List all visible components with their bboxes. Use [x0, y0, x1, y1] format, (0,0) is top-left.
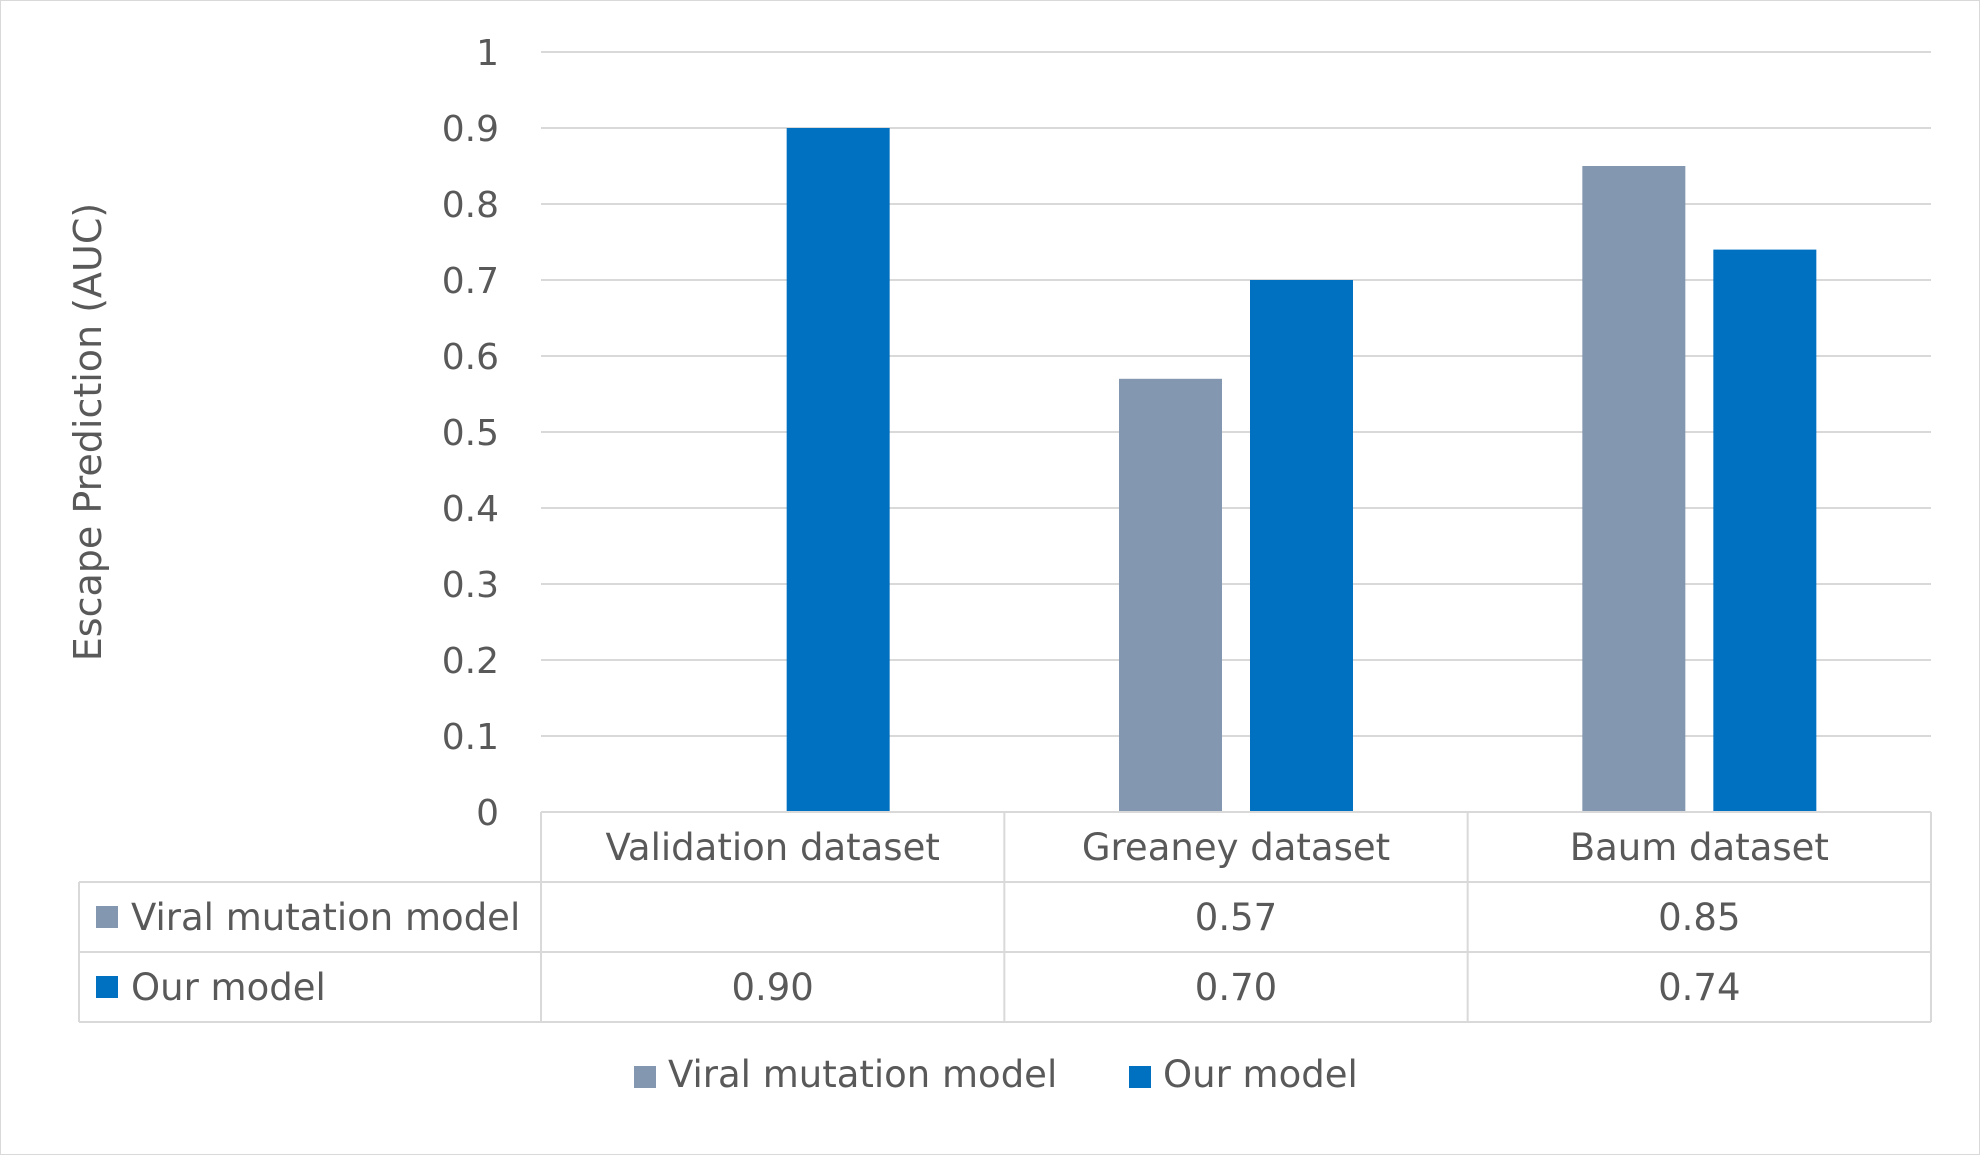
bar [786, 128, 890, 812]
legend: Viral mutation model Our model [634, 1053, 1358, 1096]
bar [1713, 249, 1817, 813]
bar [1250, 280, 1353, 812]
x-category-label: Baum dataset [1570, 826, 1829, 869]
y-tick-label: 0.2 [442, 641, 499, 682]
table-series-name: Our model [131, 966, 326, 1009]
y-tick-label: 0.6 [442, 337, 499, 378]
x-category-label: Greaney dataset [1082, 826, 1390, 869]
y-tick-label: 0.4 [442, 489, 499, 530]
x-category-label: Validation dataset [605, 826, 939, 869]
data-table: Validation dataset Greaney dataset Baum da… [78, 811, 1932, 1023]
legend-key [1129, 1066, 1151, 1088]
y-tick-label: 0.8 [442, 185, 499, 226]
bars [786, 128, 1817, 813]
table-legend-key [96, 976, 118, 998]
table-legend-key [96, 906, 118, 928]
data-label: 0.74 [1658, 966, 1740, 1009]
data-label: 0.90 [731, 966, 813, 1009]
y-tick-label: 1 [476, 33, 499, 74]
y-axis-ticks: 0 0.1 0.2 0.3 0.4 0.5 0.6 0.7 0.8 0.9 1 [442, 33, 499, 834]
y-tick-label: 0.1 [442, 717, 499, 758]
data-label: 0.70 [1195, 966, 1277, 1009]
y-tick-label: 0.9 [442, 109, 499, 150]
y-axis-label: Escape Prediction (AUC) [66, 203, 110, 661]
legend-label: Viral mutation model [668, 1053, 1057, 1096]
legend-label: Our model [1163, 1053, 1358, 1096]
legend-key [634, 1066, 656, 1088]
y-tick-label: 0.3 [442, 565, 499, 606]
y-tick-label: 0 [476, 793, 499, 834]
bar [1582, 166, 1686, 812]
data-label: 0.85 [1658, 896, 1740, 939]
gridlines [541, 51, 1931, 737]
y-tick-label: 0.7 [442, 261, 499, 302]
data-label: 0.57 [1195, 896, 1277, 939]
table-series-name: Viral mutation model [131, 896, 520, 939]
y-tick-label: 0.5 [442, 413, 499, 454]
bar [1119, 378, 1222, 812]
